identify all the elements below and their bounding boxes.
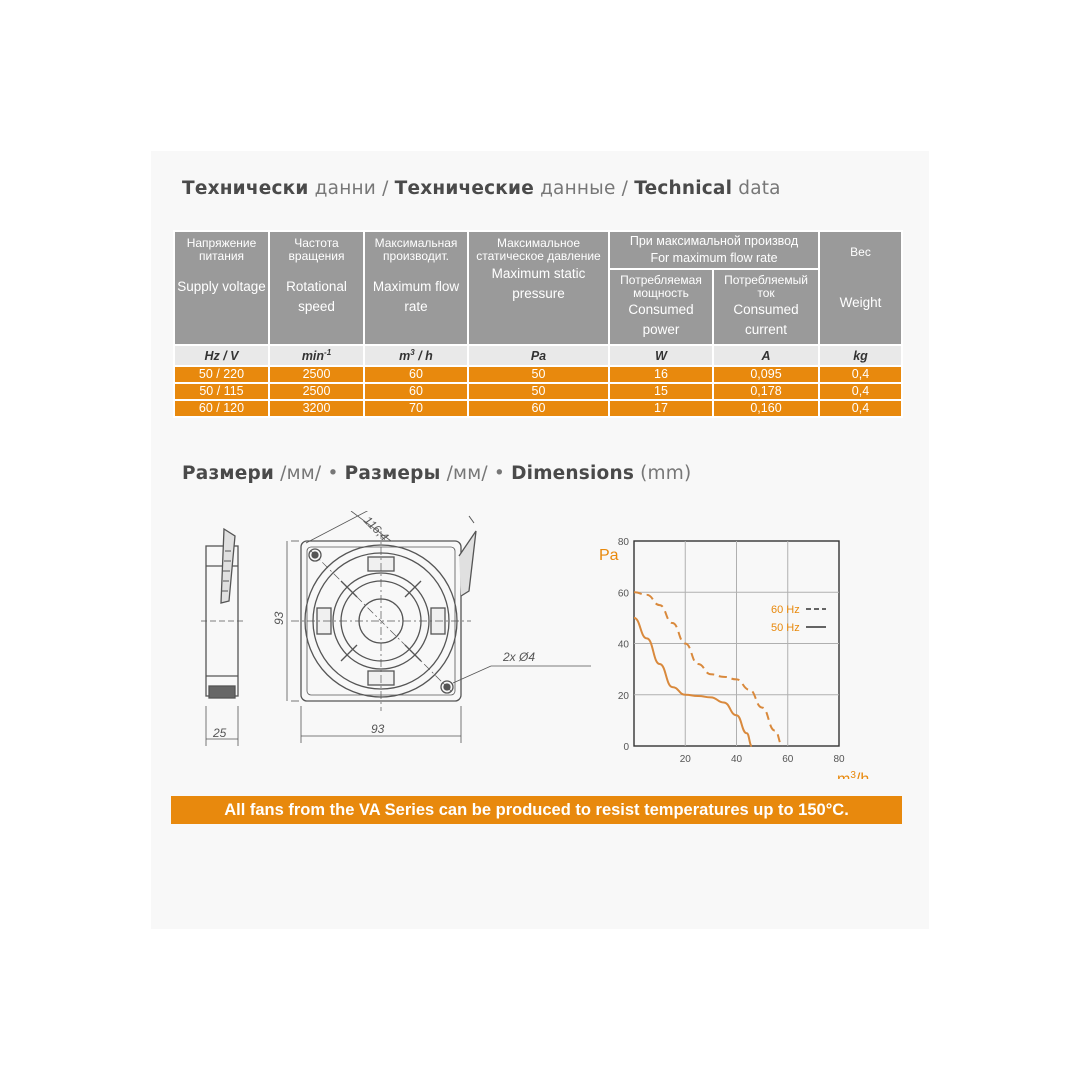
dimensions-heading: Размери /мм/ • Размеры /мм/ • Dimensions… bbox=[182, 463, 692, 484]
y-tick-label: 40 bbox=[618, 640, 630, 651]
table-cell: 60 bbox=[363, 365, 469, 384]
table-cell: 50 / 115 bbox=[173, 382, 270, 401]
front-height-label: 93 bbox=[272, 611, 286, 625]
technical-data-table: Напряжение питания Supply voltage Частота… bbox=[173, 230, 903, 418]
col-group-max-flow: При максимальной производ For maximum flo… bbox=[608, 230, 820, 270]
series-line-50hz bbox=[633, 616, 753, 747]
unit-cell: Pa bbox=[467, 344, 610, 367]
legend-label: 50 Hz bbox=[771, 622, 800, 634]
table-cell: 60 / 120 bbox=[173, 399, 270, 418]
table-cell: 3200 bbox=[268, 399, 365, 418]
technical-data-card: Технически данни / Технические данные / … bbox=[151, 151, 929, 929]
y-tick-label: 0 bbox=[623, 742, 629, 753]
table-cell: 0,4 bbox=[818, 382, 903, 401]
temperature-banner: All fans from the VA Series can be produ… bbox=[171, 796, 902, 824]
table-cell: 50 bbox=[467, 382, 610, 401]
side-width-label: 25 bbox=[212, 726, 227, 740]
chart-series bbox=[633, 591, 784, 747]
x-tick-label: 80 bbox=[833, 754, 845, 765]
holes-label: 2x Ø4 bbox=[502, 650, 535, 664]
col-supply-voltage: Напряжение питания Supply voltage bbox=[173, 230, 270, 346]
x-tick-label: 60 bbox=[782, 754, 794, 765]
series-line-60hz bbox=[633, 591, 784, 747]
x-axis-label: m3/h bbox=[837, 770, 869, 779]
x-tick-label: 40 bbox=[731, 754, 743, 765]
col-weight: Вес Weight bbox=[818, 230, 903, 346]
unit-cell: A bbox=[712, 344, 820, 367]
table-cell: 2500 bbox=[268, 365, 365, 384]
table-row: 60 / 120 3200 70 60 17 0,160 0,4 bbox=[173, 399, 903, 418]
diagonal-label: 116,4 bbox=[361, 513, 392, 544]
unit-cell: Hz / V bbox=[173, 344, 270, 367]
unit-cell: kg bbox=[818, 344, 903, 367]
table-cell: 0,178 bbox=[712, 382, 820, 401]
col-consumed-current: Потребляемый ток Consumed current bbox=[712, 268, 820, 346]
chart-labels: 20406080020406080Pam3/h bbox=[599, 537, 869, 779]
y-axis-label: Pa bbox=[599, 547, 619, 564]
technical-data-heading: Технически данни / Технические данные / … bbox=[182, 178, 781, 199]
chart-grid bbox=[633, 540, 840, 747]
front-view-frame bbox=[300, 540, 462, 702]
unit-cell: m3 / h bbox=[363, 344, 469, 367]
col-max-static-pressure: Максимальное статическое давление Maximum… bbox=[467, 230, 610, 346]
y-tick-label: 60 bbox=[618, 588, 630, 599]
col-rotational-speed: Частота вращения Rotational speed bbox=[268, 230, 365, 346]
fan-dimension-drawing: 25 93 93 116,4 2x Ø4 bbox=[201, 511, 591, 746]
table-cell: 70 bbox=[363, 399, 469, 418]
table-cell: 0,160 bbox=[712, 399, 820, 418]
table-row: 50 / 220 2500 60 50 16 0,095 0,4 bbox=[173, 365, 903, 384]
table-cell: 0,4 bbox=[818, 399, 903, 418]
table-cell: 60 bbox=[467, 399, 610, 418]
table-cell: 50 / 220 bbox=[173, 365, 270, 384]
unit-cell: W bbox=[608, 344, 714, 367]
table-cell: 0,095 bbox=[712, 365, 820, 384]
units-row: Hz / V min-1 m3 / h Pa W A kg bbox=[173, 344, 903, 367]
col-max-flow-rate: Максимальная производит. Maximum flow rat… bbox=[363, 230, 469, 346]
table-cell: 2500 bbox=[268, 382, 365, 401]
front-width-label: 93 bbox=[371, 722, 385, 736]
x-tick-label: 20 bbox=[680, 754, 692, 765]
y-tick-label: 80 bbox=[618, 537, 630, 548]
y-tick-label: 20 bbox=[618, 691, 630, 702]
col-consumed-power: Потребляемая мощность Consumed power bbox=[608, 268, 714, 346]
unit-cell: min-1 bbox=[268, 344, 365, 367]
table-cell: 17 bbox=[608, 399, 714, 418]
table-cell: 0,4 bbox=[818, 365, 903, 384]
table-cell: 16 bbox=[608, 365, 714, 384]
table-row: 50 / 115 2500 60 50 15 0,178 0,4 bbox=[173, 382, 903, 401]
table-cell: 50 bbox=[467, 365, 610, 384]
legend-label: 60 Hz bbox=[771, 604, 800, 616]
chart-legend: 60 Hz 50 Hz bbox=[771, 604, 826, 634]
table-cell: 60 bbox=[363, 382, 469, 401]
table-cell: 15 bbox=[608, 382, 714, 401]
